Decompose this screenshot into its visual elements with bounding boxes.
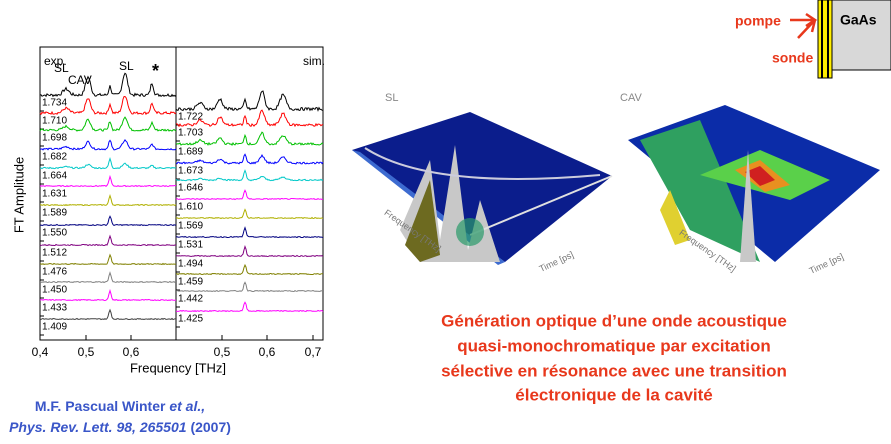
trace-label: 1.512 (42, 248, 67, 259)
slide: 1.734 1.710 1.698 1.682 1.664 1.631 1.589 1.550… (0, 0, 891, 439)
trace-label: 1.476 (42, 267, 67, 278)
trace-label: 1.433 (42, 303, 67, 314)
trace-label: 1.703 (178, 128, 203, 139)
trace-label: 1.569 (178, 221, 203, 232)
x-tick-label: 0,7 (305, 345, 322, 359)
trace-label: 1.698 (42, 133, 67, 144)
x-tick-label: 0,5 (214, 345, 231, 359)
image-label: SL (385, 92, 398, 104)
sl-3d-image: SL Frequency [THz] Time [ps] (352, 92, 612, 274)
trace-label: 1.689 (178, 147, 203, 158)
peak-label: CAV (68, 73, 92, 87)
image-axis-label: Time [ps] (808, 251, 845, 276)
image-axis-label: Time [ps] (538, 249, 575, 274)
citation-line: Phys. Rev. Lett. 98, 265501 (2007) (9, 419, 231, 435)
trace-label: 1.459 (178, 277, 203, 288)
trace-label: 1.450 (42, 285, 67, 296)
trace-label: 1.646 (178, 183, 203, 194)
x-tick-label: 0,5 (78, 345, 95, 359)
peak-label: SL (54, 61, 69, 75)
caption-line: quasi-monochromatique par excitation (457, 336, 771, 355)
trace-label: 1.734 (42, 98, 67, 109)
trace-label: 1.722 (178, 112, 203, 123)
sample-label: GaAs (840, 12, 877, 28)
trace-label: 1.589 (42, 208, 67, 219)
caption-line: électronique de la cavité (515, 385, 712, 404)
citation-line: M.F. Pascual Winter et al., (35, 398, 205, 414)
et-al: et al., (169, 398, 205, 414)
y-axis-label: FT Amplitude (11, 157, 26, 233)
journal: Phys. Rev. Lett. 98, 265501 (9, 419, 187, 435)
x-tick-label: 0,6 (259, 345, 276, 359)
trace-label: 1.494 (178, 259, 203, 270)
caption-line: sélective en résonance avec une transiti… (441, 361, 787, 380)
setup-diagram: pompe sonde GaAs (735, 0, 891, 78)
x-tick-label: 0,6 (123, 345, 140, 359)
trace-label: 1.409 (42, 322, 67, 333)
cav-3d-image: CAV Frequency [THz] Time [ps] (620, 92, 880, 276)
pump-label: pompe (735, 13, 781, 29)
authors: M.F. Pascual Winter (35, 398, 166, 414)
year: (2007) (190, 419, 230, 435)
sample-box (832, 0, 891, 70)
trace-label: 1.664 (42, 171, 67, 182)
x-tick-label: 0,4 (32, 345, 49, 359)
trace-label: 1.610 (178, 202, 203, 213)
trace-label: 1.710 (42, 116, 67, 127)
trace-label: 1.682 (42, 152, 67, 163)
layer (818, 0, 832, 78)
x-axis-label: Frequency [THz] (130, 360, 226, 375)
trace-label: 1.550 (42, 228, 67, 239)
peak-label: SL (119, 59, 134, 73)
trace-label: 1.673 (178, 166, 203, 177)
sim-label: sim. (303, 54, 325, 68)
trace-label: 1.631 (42, 189, 67, 200)
trace-label: 1.442 (178, 294, 203, 305)
peak-label: * (152, 61, 159, 81)
caption-line: Génération optique d’une onde acoustique (441, 311, 787, 330)
trace-label: 1.425 (178, 314, 203, 325)
probe-label: sonde (772, 50, 813, 66)
image-label: CAV (620, 92, 642, 104)
trace-label: 1.531 (178, 240, 203, 251)
